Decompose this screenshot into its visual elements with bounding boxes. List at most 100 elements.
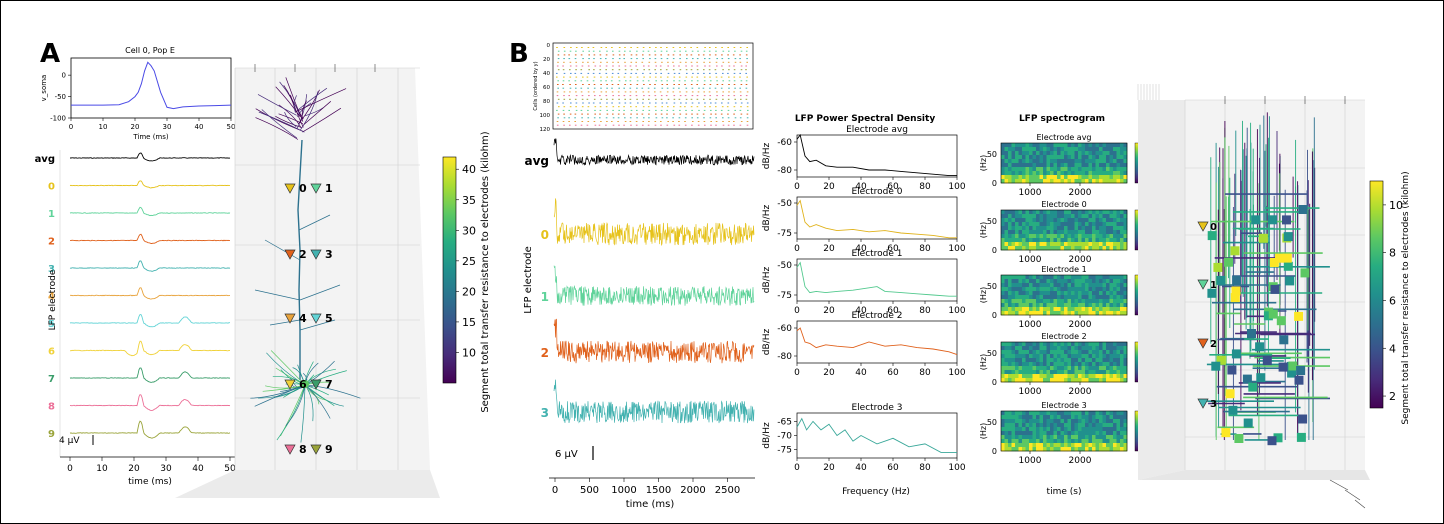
- a-morph-apical-branch: [293, 95, 297, 113]
- b-raster-spike: [629, 121, 632, 122]
- b-raster-spike: [684, 124, 687, 126]
- b-raster-spike: [605, 106, 608, 108]
- b-spec-cell: [1081, 374, 1086, 379]
- b-spec-cell: [1046, 354, 1051, 359]
- b-morph-soma: [1263, 311, 1273, 321]
- b-spec-cell: [1088, 179, 1093, 184]
- b-raster-spike: [647, 87, 650, 89]
- b-spec-cell: [1043, 435, 1047, 440]
- b-spec-cell: [1092, 238, 1096, 243]
- b-raster-spike: [696, 58, 699, 60]
- b-spec-cell: [1099, 234, 1103, 239]
- b-spec-cell: [1123, 354, 1128, 359]
- b-spec-cell: [1008, 167, 1012, 172]
- b-spec-cell: [1053, 443, 1058, 448]
- b-spec-cell: [1060, 423, 1065, 428]
- b-spec-cell: [1123, 171, 1128, 176]
- b-raster-spike: [714, 69, 717, 71]
- b-spec-cell: [1106, 151, 1110, 156]
- b-spec-cell: [1102, 427, 1107, 432]
- b-spec-cell: [1099, 366, 1103, 371]
- b-spec-cell: [1116, 303, 1121, 308]
- b-spec-cell: [1081, 167, 1086, 172]
- b-raster-spike: [685, 113, 688, 115]
- b-spec-cell: [1064, 370, 1068, 375]
- b-spec-cell: [1036, 283, 1040, 288]
- b-raster-spike: [714, 54, 717, 56]
- b-spec-cell: [1046, 299, 1051, 304]
- b-spec-cell: [1001, 378, 1005, 383]
- b-spec-cell: [1018, 230, 1023, 235]
- b-raster-spike: [629, 102, 632, 104]
- b-lfp-trace-avg: [553, 138, 755, 166]
- b-raster-spike: [747, 109, 749, 111]
- b-spec-cell: [1085, 283, 1089, 288]
- b-spec-cell: [1120, 218, 1124, 223]
- b-spec-cell: [1102, 374, 1107, 379]
- b-spec-cell: [1057, 238, 1061, 243]
- b-raster-spike: [672, 58, 675, 60]
- b-spec-cell: [1092, 346, 1096, 351]
- b-raster-spike: [678, 98, 681, 100]
- b-raster-spike: [728, 65, 731, 67]
- b-spec-cell: [1018, 222, 1023, 227]
- b-spec-cell: [1008, 358, 1012, 363]
- b-spec-cell: [1011, 299, 1016, 304]
- b-spec-cell: [1102, 423, 1107, 428]
- b-raster-spike: [642, 47, 645, 48]
- b-raster-spike: [642, 124, 644, 126]
- b-raster-spike: [666, 91, 669, 93]
- b-spec-cell: [1064, 303, 1068, 308]
- b-raster-spike: [733, 72, 736, 74]
- b-spec-cell: [1004, 431, 1009, 436]
- b-raster-spike: [574, 113, 577, 115]
- b-raster-spike: [575, 102, 578, 104]
- b-raster-spike: [659, 65, 662, 67]
- b-spec-cell: [1043, 218, 1047, 223]
- b-spec-cell: [1036, 366, 1040, 371]
- b-raster-spike: [587, 47, 590, 48]
- b-spec-cell: [1109, 246, 1114, 251]
- b-raster-spike: [733, 95, 736, 97]
- b-spec-cell: [1123, 238, 1128, 243]
- b-spec-cell: [1064, 179, 1068, 184]
- b-morph-floor: [1138, 470, 1370, 480]
- b-raster-spike: [594, 95, 596, 97]
- b-spec-cell: [1081, 226, 1086, 231]
- b-spec-cell: [1109, 435, 1114, 440]
- b-spec-cell: [1060, 210, 1065, 215]
- b-spec-cell: [1053, 222, 1058, 227]
- b-spec-cell: [1116, 307, 1121, 312]
- b-spec-cell: [1113, 362, 1117, 367]
- b-raster-spike: [574, 72, 577, 74]
- b-spec-cell: [1067, 415, 1072, 420]
- b-spec-cell: [1085, 143, 1089, 148]
- b-spec-cell: [1008, 435, 1012, 440]
- b-spec-cell: [1046, 439, 1051, 444]
- b-spec-cell: [1011, 291, 1016, 296]
- b-spec-cell: [1120, 279, 1124, 284]
- b-spec-cell: [1025, 226, 1030, 231]
- b-spec-cell: [1064, 295, 1068, 300]
- b-spec-cell: [1088, 439, 1093, 444]
- b-raster-spike: [746, 117, 749, 119]
- b-spec-cell: [1060, 431, 1065, 436]
- b-psd-ylabel: dB/Hz: [762, 329, 772, 356]
- b-lfp-xtick-label: 2000: [680, 485, 705, 496]
- b-raster-spike: [728, 121, 730, 122]
- b-spec-cell: [1099, 238, 1103, 243]
- b-spec-cell: [1095, 283, 1100, 288]
- b-morph-electrode-label: 1: [1210, 280, 1217, 291]
- b-raster-spike: [611, 72, 614, 74]
- b-spec-cell: [1116, 238, 1121, 243]
- b-spec-cell: [1074, 342, 1079, 347]
- b-raster-spike: [704, 106, 706, 108]
- b-spec-cell: [1036, 342, 1040, 347]
- b-spec-cell: [1053, 179, 1058, 184]
- b-raster-spike: [715, 61, 718, 63]
- b-spec-cell: [1050, 287, 1054, 292]
- b-spec-cell: [1057, 415, 1061, 420]
- b-spec-cell: [1092, 230, 1096, 235]
- b-spec-cell: [1095, 214, 1100, 219]
- b-spec-cell: [1025, 155, 1030, 160]
